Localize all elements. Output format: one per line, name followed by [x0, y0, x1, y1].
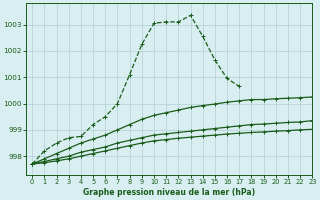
X-axis label: Graphe pression niveau de la mer (hPa): Graphe pression niveau de la mer (hPa): [83, 188, 255, 197]
